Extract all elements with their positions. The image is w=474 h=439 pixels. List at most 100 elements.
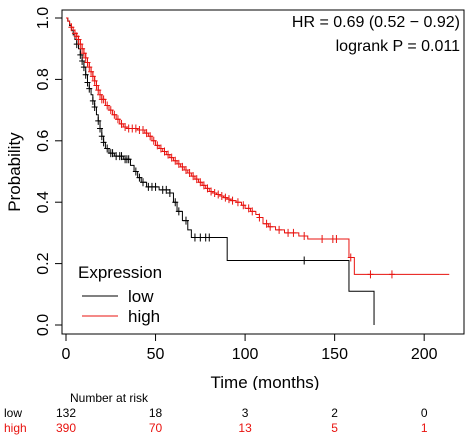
risk-count-high: 1 <box>420 421 428 435</box>
censor-mark-high <box>193 175 200 184</box>
censor-mark-high <box>229 196 236 205</box>
y-tick-label: 1.0 <box>35 7 52 29</box>
hr-annotation: HR = 0.69 (0.52 − 0.92) <box>292 14 460 31</box>
censor-mark-high <box>122 122 129 131</box>
censor-mark-low <box>140 178 147 187</box>
censor-mark-low <box>136 173 143 182</box>
risk-count-low: 18 <box>148 406 163 420</box>
censor-mark-low <box>104 144 111 153</box>
x-axis-title: Time (months) <box>211 373 320 390</box>
risk-count-low: 3 <box>241 406 249 420</box>
censor-mark-high <box>118 119 125 128</box>
risk-count-low: 0 <box>420 406 428 420</box>
censor-mark-low <box>98 132 105 141</box>
censor-mark-high <box>190 172 197 181</box>
censor-mark-high <box>388 270 395 279</box>
censor-mark-high <box>333 235 340 244</box>
censor-mark-high <box>165 150 172 159</box>
censor-mark-high <box>80 49 87 58</box>
censor-mark-high <box>301 231 308 240</box>
censor-mark-high <box>86 63 93 72</box>
censor-mark-high <box>211 188 218 197</box>
legend-label-high: high <box>128 307 160 326</box>
x-tick-label: 50 <box>147 346 165 363</box>
censor-mark-low <box>166 188 173 197</box>
censor-mark-high <box>150 136 157 145</box>
censor-mark-high <box>147 132 154 141</box>
censor-mark-low <box>172 198 179 207</box>
y-tick-label: 0.8 <box>35 68 52 90</box>
risk-count-high: 390 <box>55 421 77 435</box>
censor-mark-high <box>114 115 121 124</box>
censor-mark-low <box>109 149 116 158</box>
censor-mark-high <box>367 270 374 279</box>
censor-mark-high <box>208 187 215 196</box>
censor-mark-high <box>285 228 292 237</box>
x-tick-label: 150 <box>321 346 348 363</box>
censor-mark-high <box>82 53 89 62</box>
censor-mark-high <box>154 141 161 150</box>
censor-mark-low <box>77 50 84 59</box>
series-line-high <box>66 17 450 275</box>
censor-mark-high <box>245 204 252 213</box>
risk-row-label-high: high <box>4 421 27 435</box>
censor-mark-high <box>197 178 204 187</box>
censor-mark-low <box>97 124 104 133</box>
censor-mark-high <box>91 76 98 85</box>
censor-mark-high <box>107 106 114 115</box>
censor-marks <box>68 23 395 279</box>
censor-mark-high <box>100 95 107 104</box>
censor-mark-high <box>200 181 207 190</box>
legend-title: Expression <box>78 263 162 282</box>
risk-count-low: 132 <box>55 406 77 420</box>
legend-label-low: low <box>128 287 154 306</box>
censor-mark-high <box>79 44 86 53</box>
censor-mark-low <box>91 103 98 112</box>
censor-mark-high <box>140 126 147 135</box>
censor-mark-high <box>84 58 91 67</box>
risk-count-low: 2 <box>331 406 338 420</box>
censor-mark-high <box>234 198 241 207</box>
censor-mark-high <box>95 86 102 95</box>
censor-mark-high <box>249 207 256 216</box>
x-tick-label: 100 <box>232 346 259 363</box>
risk-table: Number at risk low high 132 18 3 2 0 390 70 13 5… <box>0 390 474 439</box>
censor-mark-high <box>222 193 229 202</box>
risk-table-title: Number at risk <box>70 391 149 405</box>
censor-mark-high <box>204 184 211 193</box>
censor-mark-high <box>218 192 225 201</box>
censor-mark-high <box>172 156 179 165</box>
censor-mark-high <box>175 159 182 168</box>
legend: Expression low high <box>78 263 162 326</box>
censor-mark-high <box>267 222 274 231</box>
risk-count-high: 70 <box>148 421 163 435</box>
axis-ticks: 0 50 100 150 200 0.0 0.2 0.4 0.6 0.8 1.0 <box>35 7 438 363</box>
censor-mark-low <box>163 185 170 194</box>
censor-mark-high <box>143 129 150 138</box>
x-tick-label: 0 <box>62 346 71 363</box>
censor-mark-high <box>215 190 222 199</box>
censor-mark-high <box>97 90 104 99</box>
risk-count-high: 13 <box>238 421 252 435</box>
censor-mark-low <box>79 56 86 65</box>
censor-mark-high <box>276 225 283 234</box>
censor-mark-high <box>132 124 139 133</box>
censor-mark-low <box>197 233 204 242</box>
censor-mark-high <box>161 147 168 156</box>
y-axis-title: Probability <box>5 132 24 212</box>
censor-mark-low <box>152 182 159 191</box>
survival-chart: 0 50 100 150 200 0.0 0.2 0.4 0.6 0.8 1.0 HR = 0.69… <box>5 7 465 390</box>
censor-mark-high <box>88 67 95 76</box>
censor-mark-high <box>263 219 270 228</box>
x-tick-label: 200 <box>411 346 438 363</box>
censor-mark-low <box>132 167 139 176</box>
censor-mark-high <box>186 169 193 178</box>
censor-mark-high <box>93 81 100 90</box>
censor-mark-high <box>179 162 186 171</box>
censor-mark-low <box>82 70 89 79</box>
censor-mark-low <box>100 138 107 147</box>
censor-mark-low <box>86 84 93 93</box>
censor-mark-low <box>80 63 87 72</box>
censor-mark-high <box>104 101 111 110</box>
censor-mark-low <box>191 233 198 242</box>
